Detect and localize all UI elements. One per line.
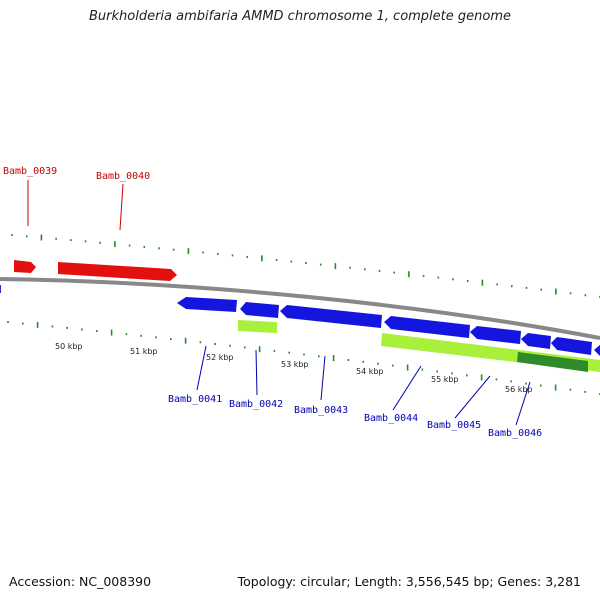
scale-label: 50 kbp: [55, 342, 83, 351]
leader-line-bamb-0044: [392, 365, 422, 411]
scale-labels: 50 kbp 51 kbp 52 kbp 53 kbp 54 kbp 55 kb…: [55, 342, 533, 394]
genome-summary-text: Topology: circular; Length: 3,556,545 bp…: [237, 574, 581, 589]
outer-tick-row: [11, 234, 600, 298]
gene-label-bamb-0039[interactable]: Bamb_0039: [3, 166, 57, 177]
feature-block-dark[interactable]: [517, 352, 588, 372]
leader-line-bamb-0045: [454, 375, 491, 419]
leader-line-bamb-0041: [196, 345, 207, 391]
inner-tick-row: [7, 321, 600, 395]
scale-label: 54 kbp: [356, 367, 384, 376]
gene-label-bamb-0040[interactable]: Bamb_0040: [96, 171, 150, 182]
scale-label: 53 kbp: [281, 360, 309, 369]
gene-arrow-bamb-0045[interactable]: [470, 326, 521, 344]
gene-arrow-bamb-0048[interactable]: [594, 344, 600, 358]
gene-arrow-bamb-0043[interactable]: [280, 305, 382, 328]
gene-label-bamb-0046[interactable]: Bamb_0046: [488, 428, 542, 439]
map-title: Burkholderia ambifaria AMMD chromosome 1…: [88, 9, 512, 24]
scale-label: 52 kbp: [206, 353, 234, 362]
gene-label-leaders: [27, 180, 531, 426]
gene-label-bamb-0045[interactable]: Bamb_0045: [427, 420, 481, 431]
gene-label-bamb-0041[interactable]: Bamb_0041: [168, 394, 222, 405]
scale-label: 51 kbp: [130, 347, 158, 356]
leader-line-bamb-0042: [255, 349, 258, 396]
chromosome-backbone: [0, 277, 600, 340]
gene-arrow-bamb-0042[interactable]: [240, 302, 279, 318]
gene-arrow-bamb-0047[interactable]: [551, 337, 592, 355]
gene-arrow-bamb-0046[interactable]: [521, 333, 551, 349]
gene-arrow-bamb-0040[interactable]: [58, 262, 177, 281]
gene-labels: Bamb_0039 Bamb_0040 Bamb_0041 Bamb_0042 …: [3, 166, 542, 439]
leader-line-bamb-0040: [119, 183, 124, 231]
leader-line-bamb-0046: [515, 381, 531, 426]
gene-arrow-bamb-0039[interactable]: [14, 260, 36, 273]
feature-block-light[interactable]: [238, 320, 277, 333]
gene-arrow-bamb-0044[interactable]: [384, 316, 470, 338]
leader-line-bamb-0043: [320, 355, 326, 401]
accession-text: Accession: NC_008390: [9, 574, 152, 589]
scale-label: 56 kbp: [505, 385, 533, 394]
gene-label-bamb-0042[interactable]: Bamb_0042: [229, 399, 283, 410]
gene-arrow-bamb-0041[interactable]: [177, 297, 237, 312]
gene-label-bamb-0043[interactable]: Bamb_0043: [294, 405, 348, 416]
scale-label: 55 kbp: [431, 375, 459, 384]
gene-label-bamb-0044[interactable]: Bamb_0044: [364, 413, 418, 424]
